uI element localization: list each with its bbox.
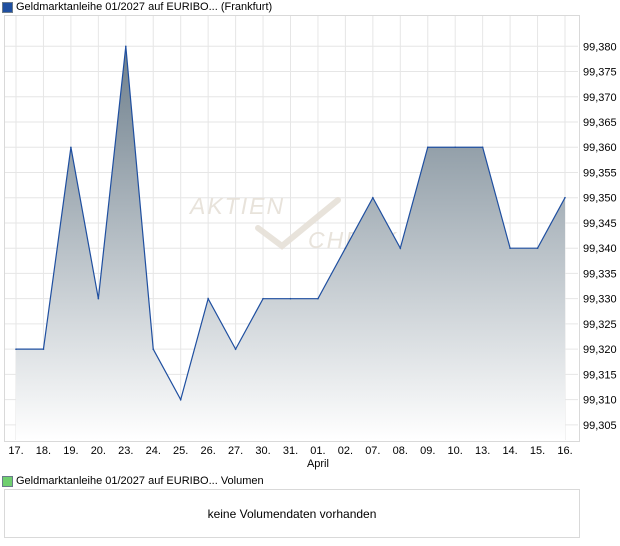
x-tick-label: 25. bbox=[173, 445, 188, 457]
price-point bbox=[564, 196, 566, 199]
x-tick-label: 13. bbox=[475, 445, 490, 457]
watermark-check-icon bbox=[255, 197, 341, 250]
price-point bbox=[207, 297, 209, 300]
volume-empty-message: keine Volumendaten vorhanden bbox=[207, 507, 377, 521]
y-tick-label: 99,355 bbox=[583, 167, 617, 179]
x-tick-label: 20. bbox=[91, 445, 106, 457]
y-tick-label: 99,350 bbox=[583, 193, 617, 205]
x-tick-label: 15. bbox=[530, 445, 545, 457]
x-tick-label: 07. bbox=[365, 445, 380, 457]
price-points bbox=[15, 45, 566, 401]
x-tick-label: 08. bbox=[393, 445, 408, 457]
price-point bbox=[97, 297, 100, 300]
x-tick-label: 10. bbox=[448, 445, 463, 457]
y-tick-label: 99,335 bbox=[583, 268, 617, 280]
volume-legend: Geldmarktanleihe 01/2027 auf EURIBO... V… bbox=[2, 474, 264, 488]
price-legend-swatch bbox=[2, 1, 13, 13]
y-tick-label: 99,315 bbox=[583, 369, 617, 381]
watermark-line1: AKTIEN bbox=[188, 193, 285, 219]
price-point bbox=[125, 45, 127, 48]
x-tick-label: 17. bbox=[8, 445, 23, 457]
y-tick-label: 99,345 bbox=[583, 218, 617, 230]
price-point bbox=[344, 247, 347, 249]
price-point bbox=[42, 348, 45, 350]
price-point bbox=[289, 297, 292, 300]
price-legend-label: Geldmarktanleihe 01/2027 auf EURIBO... (… bbox=[16, 1, 273, 13]
volume-legend-label: Geldmarktanleihe 01/2027 auf EURIBO... V… bbox=[16, 475, 264, 487]
price-point bbox=[70, 146, 72, 149]
x-month-label: April bbox=[307, 458, 329, 470]
price-chart: AKTIEN CHECK 99,30599,31099,31599,32099,… bbox=[5, 16, 617, 470]
volume-panel: keine Volumendaten vorhanden bbox=[4, 489, 580, 538]
price-point bbox=[15, 348, 17, 350]
x-tick-label: 14. bbox=[502, 445, 517, 457]
y-tick-label: 99,375 bbox=[583, 67, 617, 79]
x-axis-ticks: 17. 18. 19. 20. 23. 24. 25. 26. 27. 30. 31. 01. 02. 0… bbox=[8, 445, 572, 470]
x-tick-label: 16. bbox=[557, 445, 572, 457]
x-tick-label: 24. bbox=[146, 445, 161, 457]
x-tick-label: 27. bbox=[228, 445, 243, 457]
price-area-fill bbox=[16, 46, 565, 440]
price-point bbox=[152, 348, 155, 350]
x-tick-label: 30. bbox=[255, 445, 270, 457]
y-tick-label: 99,310 bbox=[583, 395, 617, 407]
x-tick-label: 02. bbox=[338, 445, 353, 457]
price-point bbox=[179, 398, 182, 401]
price-point bbox=[481, 146, 484, 149]
x-tick-label: 18. bbox=[36, 445, 51, 457]
price-point bbox=[234, 348, 237, 350]
x-tick-label: 01. bbox=[310, 445, 325, 457]
price-point bbox=[536, 247, 539, 249]
price-point bbox=[454, 146, 457, 149]
y-tick-label: 99,340 bbox=[583, 243, 617, 255]
price-point bbox=[399, 247, 402, 249]
y-tick-label: 99,360 bbox=[583, 142, 617, 154]
volume-legend-swatch bbox=[2, 475, 13, 487]
x-tick-label: 23. bbox=[118, 445, 133, 457]
y-tick-label: 99,330 bbox=[583, 294, 617, 306]
y-tick-label: 99,305 bbox=[583, 420, 617, 432]
x-tick-label: 31. bbox=[283, 445, 298, 457]
y-tick-label: 99,365 bbox=[583, 117, 617, 129]
y-axis-ticks: 99,305 99,310 99,315 99,320 99,325 99,330 99,3… bbox=[583, 41, 617, 432]
y-tick-label: 99,320 bbox=[583, 344, 617, 356]
y-tick-label: 99,370 bbox=[583, 92, 617, 104]
price-point bbox=[262, 297, 264, 300]
price-point bbox=[509, 247, 511, 249]
price-point bbox=[426, 146, 429, 149]
price-legend: Geldmarktanleihe 01/2027 auf EURIBO... (… bbox=[2, 0, 272, 14]
price-point bbox=[372, 196, 374, 199]
x-tick-label: 19. bbox=[63, 445, 78, 457]
x-tick-label: 09. bbox=[420, 445, 435, 457]
x-tick-label: 26. bbox=[201, 445, 216, 457]
price-point bbox=[317, 297, 319, 300]
y-tick-label: 99,380 bbox=[583, 41, 617, 53]
y-tick-label: 99,325 bbox=[583, 319, 617, 331]
